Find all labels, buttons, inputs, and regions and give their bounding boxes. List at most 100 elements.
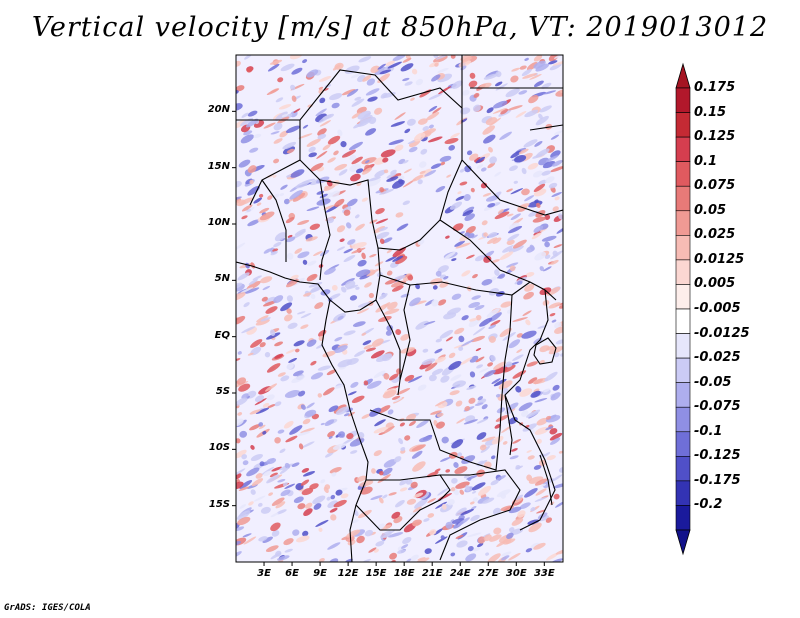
field-cell: [275, 501, 286, 509]
field-cell: [437, 488, 449, 496]
field-cell: [291, 67, 303, 75]
field-cell: [549, 313, 556, 317]
field-cell: [551, 319, 557, 323]
field-cell: [274, 232, 287, 242]
field-cell: [332, 384, 345, 390]
field-cell: [334, 336, 343, 342]
field-cell: [379, 293, 388, 300]
field-cell: [286, 308, 292, 314]
colorbar-segment: [675, 333, 691, 359]
field-cell: [239, 480, 253, 489]
field-cell: [236, 449, 247, 459]
field-cell: [284, 483, 296, 489]
field-cell: [236, 551, 242, 558]
field-cell: [279, 467, 289, 475]
field-cell: [501, 555, 510, 561]
field-cell: [519, 502, 531, 510]
field-cell: [422, 126, 430, 131]
field-cell: [236, 438, 241, 444]
field-cell: [250, 489, 256, 495]
field-cell: [408, 146, 418, 153]
colorbar-segment: [675, 505, 691, 531]
field-cell: [483, 73, 499, 80]
field-cell: [454, 240, 465, 247]
field-cell: [489, 534, 502, 542]
field-cell: [302, 124, 309, 129]
field-cell: [533, 60, 546, 69]
field-cell: [471, 295, 481, 300]
field-cell: [404, 435, 411, 441]
field-cell: [482, 192, 492, 197]
field-cell: [558, 213, 563, 220]
field-cell: [469, 371, 476, 378]
field-cell: [510, 528, 524, 535]
field-cell: [369, 253, 377, 258]
field-cell: [239, 430, 248, 438]
field-cell: [355, 168, 364, 174]
field-cell: [236, 418, 244, 427]
field-cell: [369, 219, 378, 224]
field-cell: [402, 160, 409, 164]
field-cell: [334, 163, 348, 171]
field-cell: [290, 110, 298, 118]
field-cell: [436, 421, 445, 429]
field-cell: [300, 312, 312, 319]
field-cell: [498, 273, 506, 279]
field-cell: [280, 63, 295, 72]
field-cell: [291, 375, 306, 384]
field-cell: [544, 241, 550, 248]
field-cell: [467, 532, 482, 538]
field-cell: [308, 146, 316, 153]
field-cell: [418, 436, 432, 443]
field-cell: [533, 225, 544, 233]
field-cell: [398, 438, 404, 445]
field-cell: [347, 391, 357, 396]
colorbar-label: -0.175: [694, 472, 741, 488]
field-cell: [487, 553, 501, 562]
field-cell: [409, 511, 419, 515]
field-cell: [453, 462, 459, 468]
field-cell: [551, 474, 563, 482]
field-cell: [386, 270, 393, 276]
field-cell: [477, 496, 490, 504]
field-cell: [461, 339, 475, 347]
field-cell: [525, 319, 531, 326]
field-cell: [532, 216, 546, 223]
field-cell: [331, 102, 340, 109]
field-cell: [537, 325, 548, 329]
field-cell: [502, 441, 508, 445]
field-cell: [249, 147, 259, 153]
field-cell: [462, 89, 470, 96]
field-cell: [374, 107, 383, 115]
field-cell: [387, 532, 404, 538]
field-cell: [271, 466, 282, 472]
field-cell: [349, 154, 357, 161]
field-cell: [507, 105, 523, 111]
colorbar-bottom-arrow: [675, 529, 691, 556]
field-cell: [451, 80, 463, 89]
colorbar-segment: [675, 308, 691, 334]
field-cell: [364, 529, 374, 537]
field-cell: [377, 474, 391, 484]
lat-label: 20N: [207, 104, 230, 116]
field-cell: [337, 315, 344, 321]
field-cell: [406, 498, 417, 505]
field-cell: [512, 317, 528, 322]
field-cell: [508, 527, 515, 533]
field-cell: [509, 165, 518, 172]
field-cell: [394, 144, 404, 152]
field-cell: [553, 244, 563, 248]
field-cell: [410, 481, 418, 489]
field-cell: [236, 358, 241, 362]
field-cell: [275, 111, 288, 121]
field-cell: [298, 390, 306, 397]
field-cell: [492, 107, 507, 114]
field-cell: [539, 266, 545, 272]
field-cell: [555, 548, 563, 555]
field-cell: [354, 214, 360, 219]
lat-label: 5N: [214, 273, 230, 285]
field-cell: [306, 339, 317, 347]
field-cell: [431, 74, 441, 82]
field-cell: [452, 380, 467, 388]
field-cell: [465, 225, 476, 234]
